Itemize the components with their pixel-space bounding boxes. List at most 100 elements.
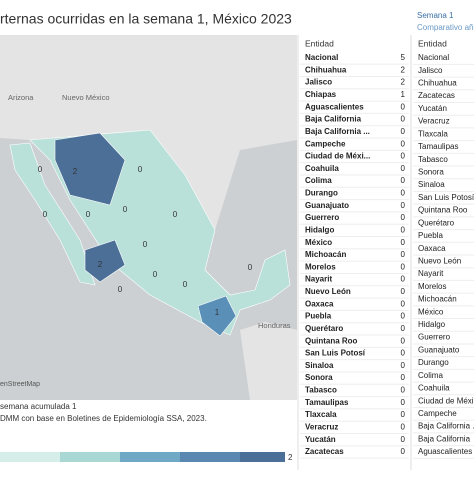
table-value: 0: [401, 361, 406, 370]
table-cell: Michoacán: [305, 250, 346, 259]
table-cell: Baja California ...: [418, 422, 474, 431]
table-cell: Zacatecas: [418, 91, 455, 100]
table-value: 0: [401, 201, 406, 210]
table-cell: Yucatán: [418, 104, 447, 113]
table-header: Entidad: [418, 38, 447, 48]
table-value: 0: [401, 336, 406, 345]
table-value: 0: [401, 287, 406, 296]
table-value: 0: [401, 447, 406, 456]
table-cell: Coahuila: [305, 164, 339, 173]
legend-step: [240, 452, 285, 462]
state-value: 0: [153, 270, 158, 279]
central-america: [240, 322, 297, 400]
table-cell: Guerrero: [305, 213, 339, 222]
legend-max: 2: [288, 453, 293, 462]
state-value: 0: [248, 263, 253, 272]
table-cell: Yucatán: [305, 435, 336, 444]
table-cell: Michoacán: [418, 295, 457, 304]
table-value: 0: [401, 127, 406, 136]
table-cell: Nacional: [305, 53, 338, 62]
table-cell: Baja California: [418, 434, 471, 443]
legend-step: [180, 452, 240, 462]
table-cell: San Luis Potosí: [418, 193, 474, 202]
state-value: 0: [138, 165, 143, 174]
table-cell: Ciudad de Méxi...: [418, 396, 474, 405]
filter-sub[interactable]: Comparativo años: [417, 23, 474, 32]
footer-line: semana acumulada 1: [0, 402, 77, 411]
table-value: 0: [401, 115, 406, 124]
table-header: Entidad: [305, 38, 334, 48]
state-value: 0: [183, 280, 188, 289]
legend-step: [0, 452, 60, 462]
table-cell: Aguascalientes: [418, 447, 472, 456]
region-label: Honduras: [258, 321, 291, 330]
table-cell: Campeche: [418, 409, 457, 418]
filter-label[interactable]: Semana 1: [417, 11, 454, 20]
state-value: 2: [73, 167, 78, 176]
table-value: 0: [401, 164, 406, 173]
table-cell: Nayarit: [305, 275, 332, 284]
table-cell: Sinaloa: [418, 180, 445, 189]
table-value: 0: [401, 312, 406, 321]
table-cell: Veracruz: [305, 422, 338, 431]
table-cell: Chihuahua: [418, 79, 457, 88]
table-cell: Colima: [305, 176, 332, 185]
table-value: 0: [401, 213, 406, 222]
table-value: 5: [401, 53, 406, 62]
table-cell: Baja California ...: [305, 127, 370, 136]
state-value: 0: [123, 205, 128, 214]
table-cell: Oaxaca: [418, 244, 446, 253]
us-land: [0, 35, 297, 230]
table-cell: Sonora: [418, 167, 444, 176]
table-cell: Campeche: [305, 139, 346, 148]
table-cell: Guanajuato: [418, 345, 460, 354]
table-value: 0: [401, 176, 406, 185]
table-cell: Durango: [418, 358, 449, 367]
table-cell: Morelos: [418, 282, 446, 291]
table-cell: Aguascalientes: [305, 102, 364, 111]
legend-step: [60, 452, 120, 462]
table-cell: Chihuahua: [305, 65, 347, 74]
state-value: 0: [43, 210, 48, 219]
table-value: 0: [401, 386, 406, 395]
state-value: 2: [98, 260, 103, 269]
table-value: 0: [401, 398, 406, 407]
table-cell: Tabasco: [418, 155, 448, 164]
table-value: 0: [401, 373, 406, 382]
table-value: 0: [401, 238, 406, 247]
table-cell: Nayarit: [418, 269, 444, 278]
table-cell: Coahuila: [418, 384, 450, 393]
state-value: 1: [215, 308, 220, 317]
state-value: 0: [173, 210, 178, 219]
table-cell: Nacional: [418, 53, 449, 62]
table-cell: Jalisco: [305, 78, 332, 87]
table-cell: Colima: [418, 371, 443, 380]
table-value: 0: [401, 152, 406, 161]
table-cell: Hidalgo: [305, 225, 334, 234]
table-cell: Oaxaca: [305, 299, 334, 308]
table-cell: Jalisco: [418, 66, 443, 75]
chihuahua: [54, 132, 126, 206]
table-value: 1: [401, 90, 406, 99]
baja-california: [9, 142, 96, 286]
table-value: 0: [401, 189, 406, 198]
table-cell: Veracruz: [418, 117, 450, 126]
table-cell: Zacatecas: [305, 447, 344, 456]
table-cell: Guanajuato: [305, 201, 349, 210]
table-value: 0: [401, 422, 406, 431]
table-cell: Querétaro: [305, 324, 343, 333]
table-value: 0: [401, 349, 406, 358]
table-cell: Ciudad de Méxi...: [305, 152, 370, 161]
table-value: 0: [401, 250, 406, 259]
table-value: 0: [401, 102, 406, 111]
table-value: 0: [401, 410, 406, 419]
table-value: 2: [401, 65, 406, 74]
table-value: 0: [401, 262, 406, 271]
table-cell: Tlaxcala: [418, 129, 448, 138]
table-cell: Sonora: [305, 373, 333, 382]
table-cell: Nuevo León: [418, 256, 461, 265]
table-value: 0: [401, 139, 406, 148]
table-cell: Querétaro: [418, 218, 455, 227]
title: rternas ocurridas en la semana 1, México…: [0, 11, 292, 27]
